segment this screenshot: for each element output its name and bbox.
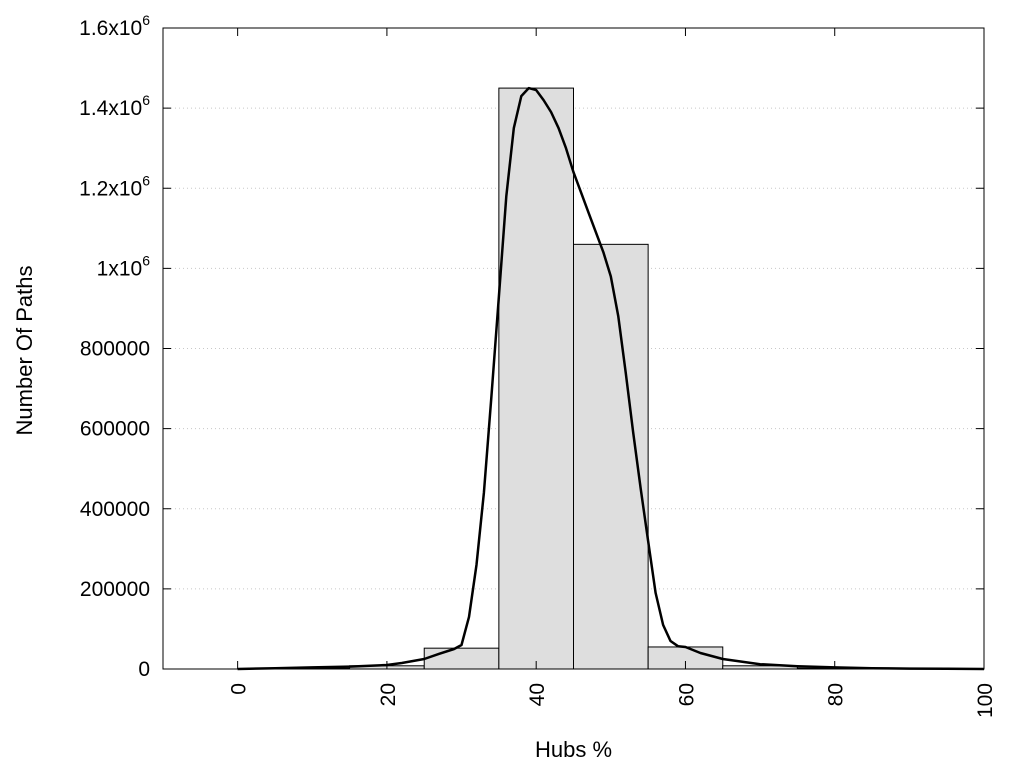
x-tick-label: 20 [377, 683, 400, 706]
x-axis-label: Hubs % [535, 737, 612, 762]
y-tick-label: 1.6x106 [79, 12, 150, 40]
x-tick-label: 80 [825, 683, 848, 706]
y-tick-label: 1.4x106 [79, 92, 150, 120]
y-axis-label: Number Of Paths [12, 266, 37, 436]
y-tick-label: 400000 [80, 498, 150, 521]
x-tick-label: 60 [675, 683, 698, 706]
bars [237, 87, 985, 670]
bar [498, 87, 575, 670]
y-tick-label: 1.2x106 [79, 172, 150, 200]
x-axis-ticks: 0 20 40 60 80 100 [228, 28, 997, 718]
y-axis-ticks: 0 200000 400000 600000 800000 1x106 1.2x106 1.4… [79, 12, 984, 681]
gridlines [163, 107, 984, 590]
y-tick-label: 200000 [80, 578, 150, 601]
y-tick-label: 0 [138, 658, 150, 681]
bar [423, 647, 500, 670]
y-tick-label: 1x106 [97, 252, 151, 280]
x-tick-label: 100 [974, 683, 997, 718]
density-curve [237, 86, 985, 671]
y-tick-label: 600000 [80, 418, 150, 441]
x-tick-label: 40 [526, 683, 549, 706]
y-tick-label: 800000 [80, 338, 150, 361]
x-tick-label: 0 [228, 683, 251, 695]
